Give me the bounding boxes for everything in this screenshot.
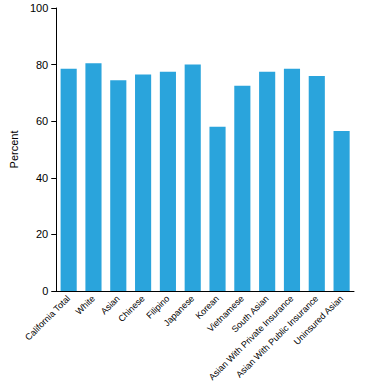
svg-text:Korean: Korean xyxy=(193,293,222,321)
svg-text:100: 100 xyxy=(30,2,48,14)
svg-text:20: 20 xyxy=(36,228,48,240)
svg-text:White: White xyxy=(74,293,97,316)
svg-text:California Total: California Total xyxy=(23,293,72,342)
svg-text:Uninsured Asian: Uninsured Asian xyxy=(292,293,345,346)
svg-text:Asian With Public Insurance: Asian With Public Insurance xyxy=(234,293,321,380)
svg-text:40: 40 xyxy=(36,172,48,184)
svg-text:Japanese: Japanese xyxy=(162,293,197,328)
svg-text:Filipino: Filipino xyxy=(144,293,172,321)
svg-text:Asian: Asian xyxy=(99,293,122,316)
svg-text:60: 60 xyxy=(36,115,48,127)
svg-text:South Asian: South Asian xyxy=(229,293,271,335)
svg-text:Chinese: Chinese xyxy=(116,293,146,323)
svg-text:Asian With Private Insurance: Asian With Private Insurance xyxy=(206,293,296,383)
svg-text:80: 80 xyxy=(36,59,48,71)
svg-text:Percent: Percent xyxy=(8,131,20,169)
svg-text:Vietnamese: Vietnamese xyxy=(205,293,246,334)
svg-text:0: 0 xyxy=(42,285,48,297)
